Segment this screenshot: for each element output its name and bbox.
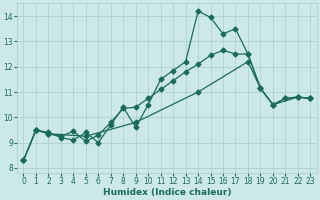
X-axis label: Humidex (Indice chaleur): Humidex (Indice chaleur) [103, 188, 231, 197]
